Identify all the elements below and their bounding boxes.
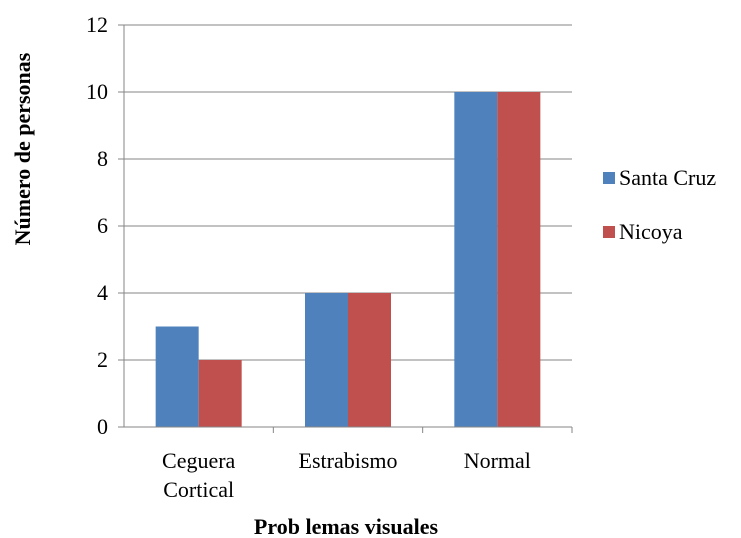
bar-santa-cruz-2 [454, 92, 498, 427]
bar-nicoya-0 [198, 360, 242, 427]
legend-label: Santa Cruz [619, 165, 716, 190]
x-tick-label: Normal [464, 448, 531, 473]
legend: Santa Cruz Nicoya [603, 165, 716, 244]
y-tick-label: 12 [86, 12, 108, 37]
x-tick-label: Ceguera [162, 448, 236, 473]
y-tick-label: 6 [97, 213, 108, 238]
y-tick-labels: 0 2 4 6 8 10 12 [86, 12, 108, 439]
bar-nicoya-1 [348, 293, 391, 427]
legend-label: Nicoya [619, 219, 683, 244]
y-tick-label: 8 [97, 146, 108, 171]
legend-swatch [603, 172, 615, 184]
y-tick-label: 2 [97, 347, 108, 372]
y-tick-label: 0 [97, 414, 108, 439]
x-tick-label: Cortical [163, 477, 234, 502]
y-axis-title: Número de personas [10, 52, 35, 245]
axes [118, 24, 573, 433]
x-tick-labels: Ceguera Cortical Estrabismo Normal [162, 448, 531, 502]
bar-santa-cruz-0 [155, 326, 199, 427]
bar-santa-cruz-1 [305, 293, 348, 427]
bars [155, 92, 541, 427]
x-axis-title: Prob lemas visuales [254, 514, 439, 538]
y-tick-label: 4 [97, 280, 108, 305]
bar-nicoya-2 [497, 92, 541, 427]
y-tick-label: 10 [86, 79, 108, 104]
legend-swatch [603, 226, 615, 238]
x-tick-label: Estrabismo [299, 448, 398, 473]
